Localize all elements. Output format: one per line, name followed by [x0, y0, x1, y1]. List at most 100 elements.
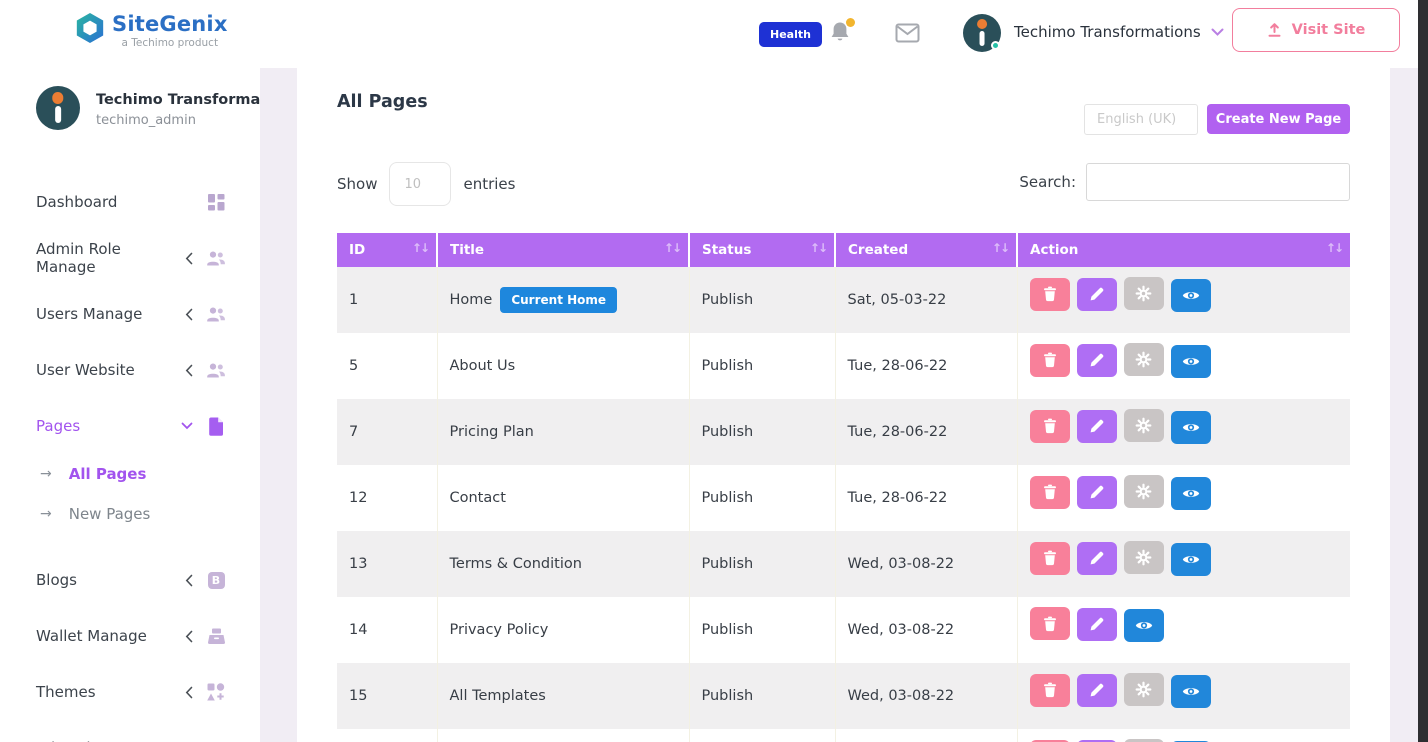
cell-id: 13: [337, 531, 438, 597]
trash-icon: [1043, 418, 1057, 434]
avatar-stem: [979, 31, 985, 46]
sidebar-item-price-plan[interactable]: Price Plan: [0, 720, 260, 742]
main-content: All Pages Create New Page Show entries S…: [297, 68, 1390, 742]
chevron-left-icon: [185, 630, 193, 642]
sidebar: Techimo Transformations techimo_admin Da…: [0, 68, 260, 742]
create-new-page-button[interactable]: Create New Page: [1207, 104, 1350, 134]
sidebar-item-wallet-manage[interactable]: Wallet Manage: [0, 608, 260, 664]
settings-button[interactable]: [1123, 673, 1164, 706]
sidebar-item-blogs[interactable]: Blogs B: [0, 552, 260, 608]
sidebar-item-dashboard[interactable]: Dashboard: [0, 174, 260, 230]
column-header-title[interactable]: Title ↑↓: [437, 233, 690, 267]
sidebar-item-themes[interactable]: Themes: [0, 664, 260, 720]
cell-status: Publish: [689, 531, 836, 597]
sidebar-item-label: Blogs: [36, 571, 77, 589]
sidebar-profile: Techimo Transformations techimo_admin: [0, 68, 260, 152]
sidebar-item-user-website[interactable]: User Website: [0, 342, 260, 398]
settings-button[interactable]: [1123, 409, 1164, 442]
eye-icon: [1182, 355, 1200, 368]
cell-created: Tue, 28-06-22: [835, 465, 1018, 531]
page-title: All Pages: [337, 92, 428, 112]
delete-button[interactable]: [1029, 343, 1070, 377]
chevron-down-icon: [181, 422, 193, 430]
sidebar-item-label: Dashboard: [36, 193, 118, 211]
delete-button[interactable]: [1029, 607, 1070, 640]
sort-icon: ↑↓: [411, 241, 430, 255]
view-button[interactable]: [1170, 411, 1211, 444]
cell-actions: [1017, 267, 1350, 333]
chevron-left-icon: [185, 574, 193, 586]
delete-button[interactable]: [1029, 739, 1070, 742]
delete-button[interactable]: [1029, 673, 1070, 707]
edit-button[interactable]: [1076, 278, 1117, 311]
cell-title: Home Current Home: [437, 267, 690, 333]
delete-button[interactable]: [1029, 475, 1070, 509]
sidebar-item-pages[interactable]: Pages: [0, 398, 260, 454]
settings-button[interactable]: [1123, 475, 1164, 508]
logo[interactable]: SiteGenix a Techimo product: [74, 11, 228, 49]
account-avatar[interactable]: [963, 14, 1001, 52]
column-header-id[interactable]: ID ↑↓: [337, 233, 438, 267]
view-button[interactable]: [1170, 477, 1211, 510]
edit-button[interactable]: [1076, 607, 1117, 641]
sidebar-subitem-all-pages[interactable]: → All Pages: [0, 454, 260, 494]
online-status-dot: [991, 41, 1001, 51]
gear-icon: [1135, 483, 1152, 500]
delete-button[interactable]: [1029, 409, 1070, 443]
settings-button[interactable]: [1123, 343, 1164, 376]
search-input[interactable]: [1086, 163, 1350, 201]
cell-actions: [1017, 333, 1350, 399]
sort-icon: ↑↓: [991, 241, 1010, 255]
chevron-left-icon: [185, 364, 193, 376]
edit-button[interactable]: [1076, 542, 1117, 575]
settings-button[interactable]: [1123, 541, 1164, 574]
settings-button[interactable]: [1123, 739, 1164, 742]
column-header-action[interactable]: Action ↑↓: [1017, 233, 1350, 267]
edit-button[interactable]: [1076, 674, 1117, 707]
gear-icon: [1135, 351, 1152, 368]
cell-id: 12: [337, 465, 438, 531]
pages-table: ID ↑↓ Title ↑↓ Status ↑↓ Created ↑↓ Action ↑↓ 1 Ho…: [337, 233, 1350, 742]
edit-button[interactable]: [1076, 740, 1117, 742]
cell-id: 5: [337, 333, 438, 399]
current-home-badge[interactable]: Current Home: [500, 287, 618, 313]
delete-button[interactable]: [1029, 541, 1070, 575]
delete-button[interactable]: [1029, 277, 1070, 311]
profile-avatar[interactable]: [36, 86, 80, 130]
themes-icon: [206, 683, 226, 701]
entries-per-page-input[interactable]: [389, 162, 452, 206]
avatar-stem: [55, 106, 61, 123]
cell-status: Publish: [689, 267, 836, 333]
view-button[interactable]: [1170, 279, 1211, 312]
column-header-status[interactable]: Status ↑↓: [689, 233, 836, 267]
settings-button[interactable]: [1123, 277, 1164, 310]
sidebar-item-label: Wallet Manage: [36, 627, 147, 645]
view-button[interactable]: [1170, 345, 1211, 378]
edit-button[interactable]: [1076, 476, 1117, 509]
scrollbar[interactable]: [1418, 0, 1428, 742]
language-input[interactable]: [1084, 104, 1198, 135]
column-label: Status: [702, 242, 752, 258]
view-button[interactable]: [1170, 543, 1211, 576]
visit-site-button[interactable]: Visit Site: [1232, 8, 1400, 52]
edit-button[interactable]: [1076, 344, 1117, 377]
edit-button[interactable]: [1076, 410, 1117, 443]
account-menu[interactable]: Techimo Transformations: [1014, 23, 1224, 41]
cell-status: Publish: [689, 333, 836, 399]
sidebar-item-admin-role-manage[interactable]: Admin Role Manage: [0, 230, 260, 286]
column-header-created[interactable]: Created ↑↓: [835, 233, 1018, 267]
sidebar-subitem-label: New Pages: [68, 505, 151, 523]
cell-status: Publish: [689, 663, 836, 729]
logo-hexagon-icon: [76, 12, 104, 44]
view-button[interactable]: [1170, 675, 1211, 708]
sidebar-item-users-manage[interactable]: Users Manage: [0, 286, 260, 342]
health-badge[interactable]: Health: [759, 22, 822, 47]
view-button[interactable]: [1123, 608, 1164, 642]
cell-title: Contact: [437, 465, 690, 531]
trash-icon: [1043, 550, 1057, 566]
gear-icon: [1135, 417, 1152, 434]
notifications-bell-icon[interactable]: [829, 18, 855, 48]
messages-mail-icon[interactable]: [895, 23, 920, 47]
table-row: 14 Privacy Policy Publish Wed, 03-08-22: [337, 597, 1350, 663]
sidebar-subitem-new-pages[interactable]: → New Pages: [0, 494, 260, 534]
